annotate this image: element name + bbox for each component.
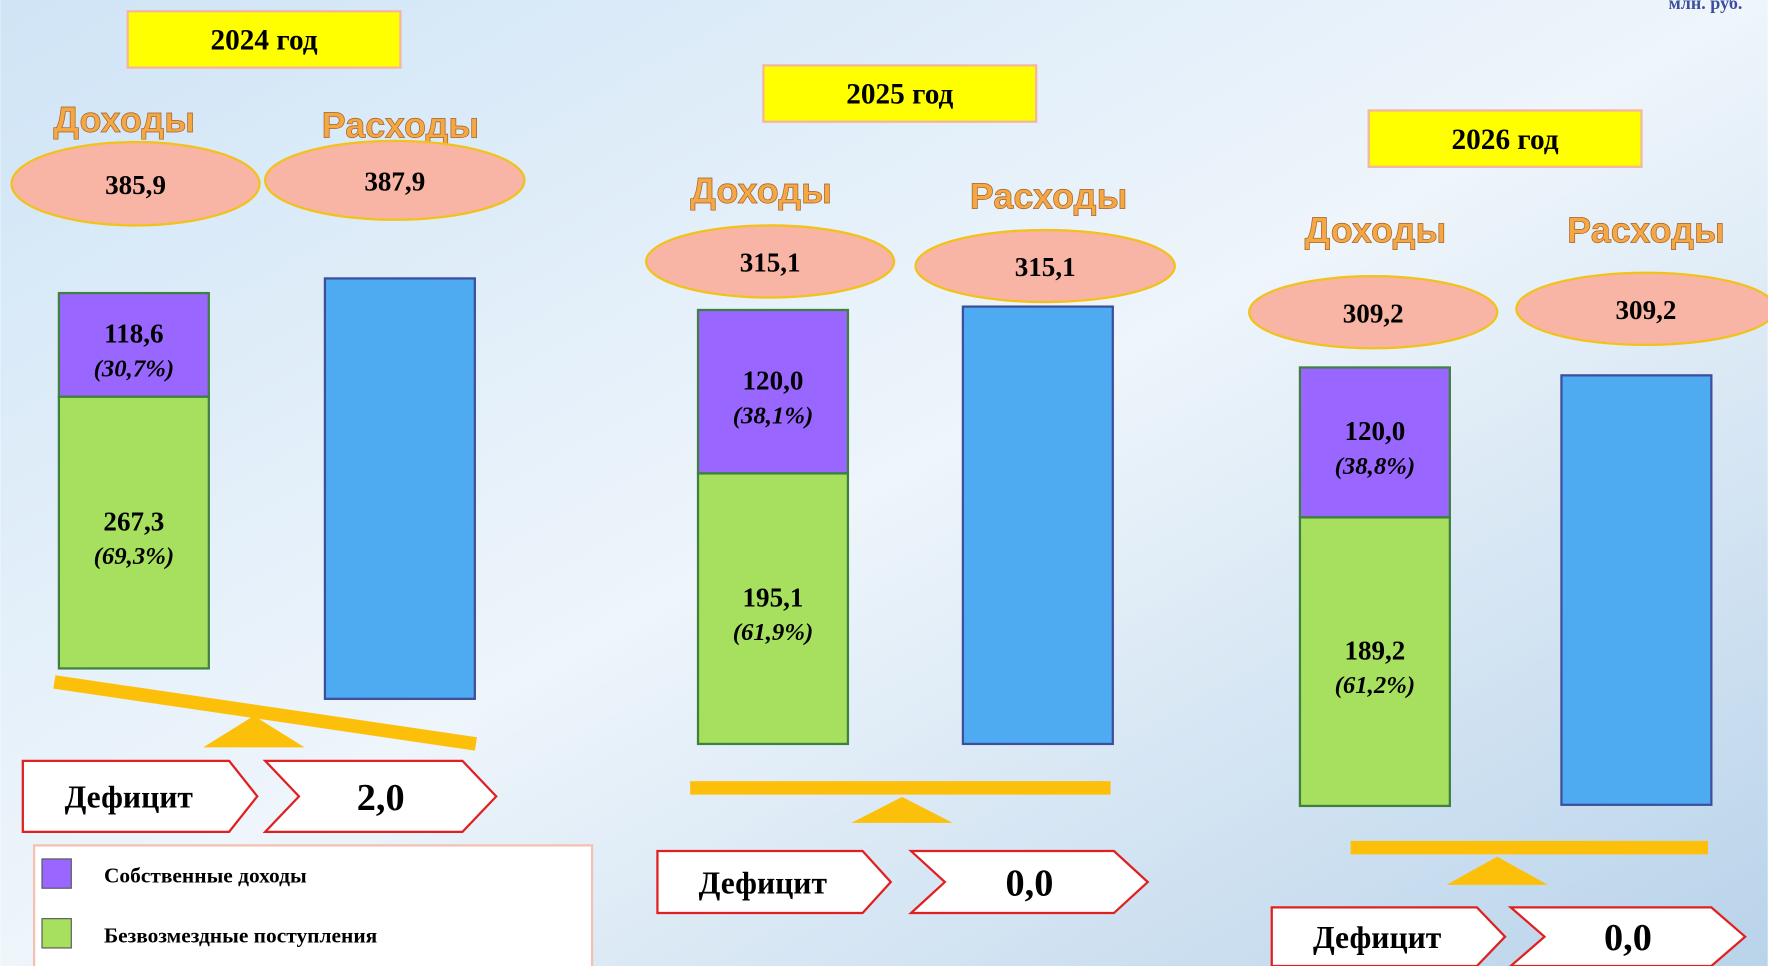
unit-label: млн. руб. [1669, 0, 1743, 13]
year-box [1367, 109, 1643, 168]
balance-pivot [851, 796, 953, 823]
deficit-value-box [1507, 906, 1747, 966]
grants-share: (61,2%) [1335, 672, 1416, 699]
grants-value: 267,3 [103, 506, 164, 536]
expense-value: 309,2 [1616, 295, 1677, 325]
year-box [762, 64, 1038, 123]
income-ellipse [10, 140, 261, 227]
own-value: 118,6 [104, 319, 163, 349]
own-share: (30,7%) [94, 355, 175, 382]
grants-bar [57, 395, 210, 670]
balance-beam [53, 675, 477, 751]
deficit-value: 0,0 [1005, 863, 1053, 905]
expense-label: Расходы [1567, 209, 1725, 250]
legend-label: Безвозмездные поступления [104, 923, 378, 947]
income-ellipse [1248, 275, 1499, 350]
balance-pivot [203, 715, 305, 748]
expense-bar [1560, 374, 1713, 806]
year-box [126, 10, 402, 69]
own-share: (38,8%) [1335, 453, 1416, 480]
own-income-bar [696, 308, 850, 475]
expense-label: Расходы [322, 105, 480, 146]
expense-bar [323, 277, 476, 700]
grants-value: 189,2 [1344, 635, 1405, 665]
income-label: Доходы [53, 99, 195, 140]
income-label: Доходы [690, 170, 832, 211]
own-value: 120,0 [1344, 416, 1405, 446]
expense-value: 387,9 [364, 166, 425, 196]
legend-swatch [41, 858, 72, 889]
deficit-label: Дефицит [65, 780, 194, 815]
deficit-value: 0,0 [1604, 917, 1652, 959]
year-title: 2026 год [1452, 124, 1559, 156]
grants-value: 195,1 [743, 582, 804, 612]
grants-share: (69,3%) [94, 543, 175, 570]
expense-label: Расходы [970, 176, 1128, 217]
expense-ellipse [264, 139, 526, 221]
legend-box [32, 844, 594, 966]
deficit-label-box [21, 759, 259, 833]
own-share: (38,1%) [733, 402, 814, 429]
grants-bar [1298, 516, 1451, 808]
deficit-label: Дефицит [1313, 920, 1442, 955]
income-label: Доходы [1305, 209, 1447, 250]
year-title: 2025 год [846, 79, 953, 111]
deficit-label-box [1270, 906, 1507, 966]
income-ellipse [645, 224, 896, 299]
own-income-bar [1298, 366, 1451, 519]
income-value: 315,1 [740, 248, 801, 278]
grants-bar [696, 472, 850, 746]
own-value: 120,0 [743, 365, 804, 395]
expense-value: 315,1 [1015, 252, 1076, 282]
balance-pivot [1446, 856, 1548, 885]
grants-share: (61,9%) [733, 619, 814, 646]
expense-bar [961, 305, 1114, 746]
legend-label: Собственные доходы [104, 864, 307, 888]
legend-swatch [41, 918, 72, 949]
income-value: 309,2 [1343, 298, 1404, 328]
expense-ellipse [914, 228, 1176, 304]
expense-ellipse [1515, 271, 1768, 347]
deficit-label: Дефицит [699, 865, 828, 900]
deficit-value-box [262, 759, 498, 833]
year-title: 2024 год [210, 25, 317, 57]
income-value: 385,9 [105, 170, 166, 200]
deficit-value-box [908, 849, 1150, 915]
deficit-label-box [656, 849, 893, 915]
deficit-value: 2,0 [357, 777, 405, 819]
